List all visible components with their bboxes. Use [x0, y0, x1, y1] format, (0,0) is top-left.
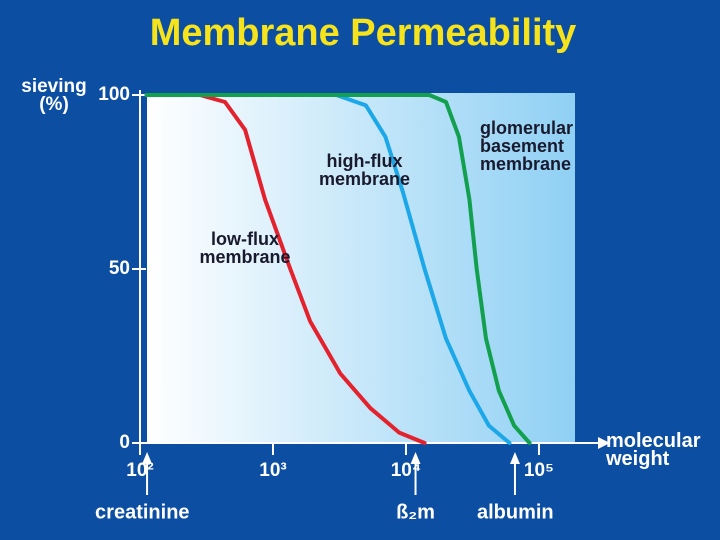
x-tick-label: 10⁵ [524, 460, 554, 481]
annotation-arrowhead [142, 452, 153, 464]
y-tick-label: 0 [119, 432, 130, 453]
annotation-arrowhead [410, 452, 421, 464]
series-line [144, 93, 512, 445]
x-axis-arrow [598, 437, 610, 449]
y-axis-title: sieving (%) [21, 76, 87, 115]
x-tick-label: 10⁴ [391, 460, 422, 481]
annotation-label: creatinine [95, 501, 189, 523]
series-line [144, 93, 532, 445]
series-label: high-flux membrane [318, 151, 411, 189]
y-tick-label: 100 [98, 84, 130, 105]
y-tick-label: 50 [109, 258, 130, 279]
series-line [144, 93, 427, 445]
plot-area [147, 93, 575, 443]
x-tick-label: 10³ [259, 460, 286, 481]
series-label: low-flux membrane [199, 229, 291, 267]
annotation-label: albumin [477, 501, 554, 523]
x-axis-title: molecular weight [606, 430, 701, 470]
chart-title: Membrane Permeability [150, 12, 577, 54]
annotation-arrowhead [509, 452, 520, 464]
series-label: glomerular basement membrane [480, 118, 574, 174]
annotation-label: ß₂m [396, 501, 435, 523]
